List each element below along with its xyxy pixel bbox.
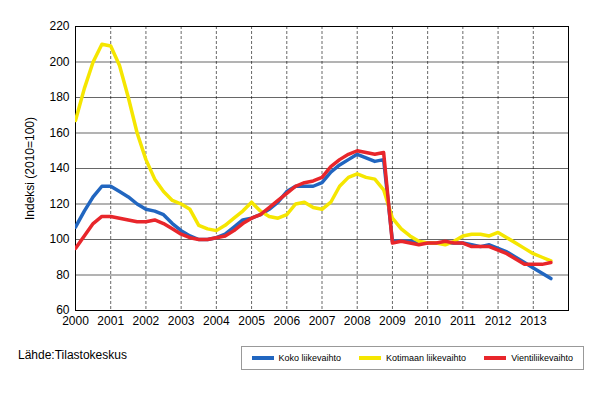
html-text:Koko liikevaihto: Koko liikevaihto bbox=[278, 353, 342, 363]
svg-text:2000: 2000 bbox=[62, 314, 89, 328]
svg-text:2003: 2003 bbox=[168, 314, 195, 328]
svg-text:2004: 2004 bbox=[203, 314, 230, 328]
svg-text:2011: 2011 bbox=[450, 314, 476, 328]
svg-text:2006: 2006 bbox=[273, 314, 300, 328]
svg-text:2005: 2005 bbox=[238, 314, 265, 328]
svg-text:100: 100 bbox=[49, 232, 69, 246]
svg-text:2002: 2002 bbox=[133, 314, 160, 328]
svg-text:80: 80 bbox=[56, 268, 70, 282]
svg-text:2010: 2010 bbox=[414, 314, 441, 328]
svg-text:120: 120 bbox=[49, 197, 69, 211]
html-text:Kotimaan liikevaihto: Kotimaan liikevaihto bbox=[386, 353, 467, 363]
svg-text:60: 60 bbox=[56, 303, 70, 318]
svg-text:2013: 2013 bbox=[520, 314, 547, 328]
svg-text:180: 180 bbox=[49, 90, 69, 104]
svg-text:Indeksi (2010=100): Indeksi (2010=100) bbox=[23, 117, 37, 220]
svg-text:2012: 2012 bbox=[485, 314, 512, 328]
svg-text:160: 160 bbox=[49, 126, 69, 140]
svg-text:2008: 2008 bbox=[344, 314, 371, 328]
html-text:Vientiliikevaihto: Vientiliikevaihto bbox=[511, 353, 573, 363]
svg-text:220: 220 bbox=[49, 19, 69, 33]
svg-text:200: 200 bbox=[49, 55, 69, 69]
svg-text:2001: 2001 bbox=[97, 314, 124, 328]
svg-text:2009: 2009 bbox=[379, 314, 406, 328]
svg-text:140: 140 bbox=[49, 161, 69, 175]
svg-text:2007: 2007 bbox=[309, 314, 336, 328]
html-text:Lähde:Tilastokeskus: Lähde:Tilastokeskus bbox=[18, 348, 127, 362]
